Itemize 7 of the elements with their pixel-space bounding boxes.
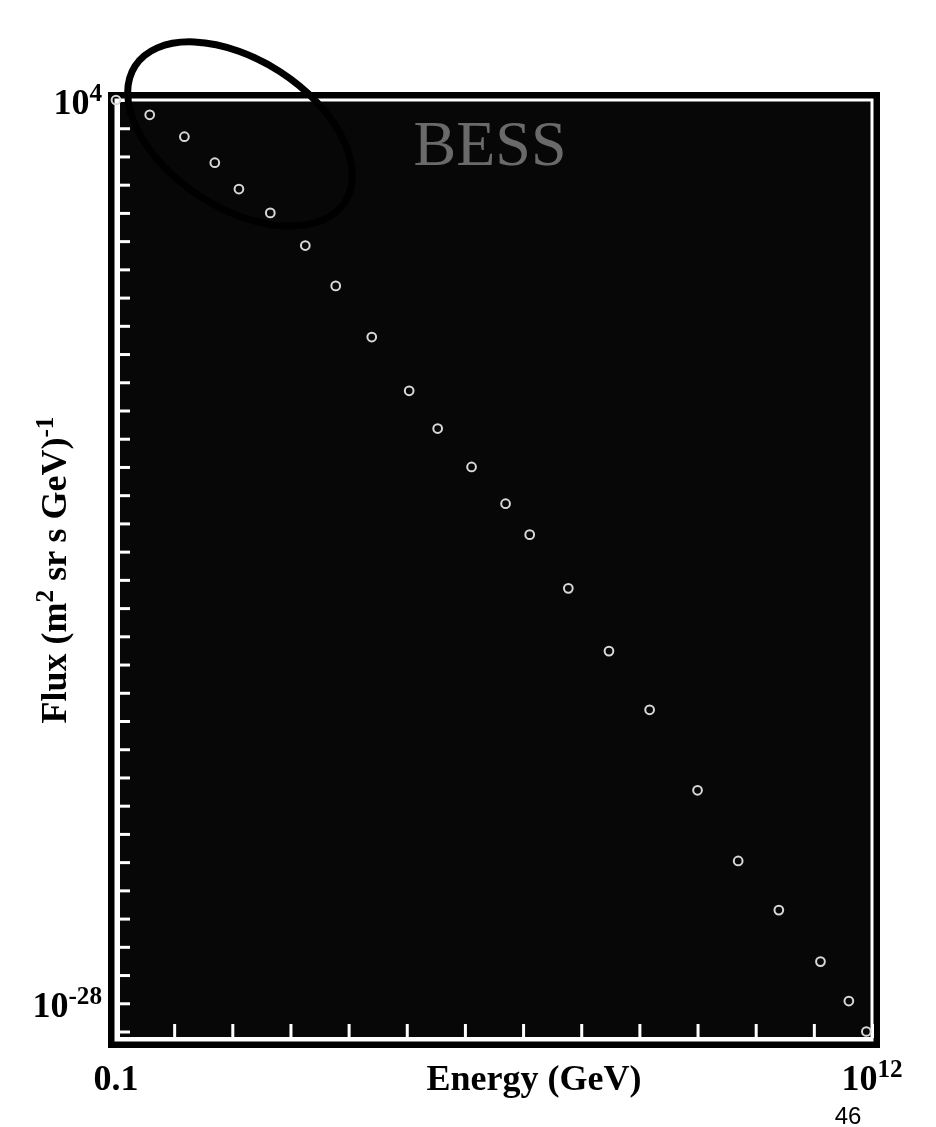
y-tick-label: 10$^{4}$ xyxy=(53,78,103,122)
x-axis-title: Energy (GeV) xyxy=(426,1058,642,1098)
x-tick-label: 0.1 xyxy=(93,1058,139,1098)
y-tick-label: 10$^{-28}$ xyxy=(32,981,102,1026)
x-tick-label: 10$^{12}$ xyxy=(841,1054,903,1098)
annotation: BESS xyxy=(413,108,567,179)
text: 46 xyxy=(834,1102,862,1127)
